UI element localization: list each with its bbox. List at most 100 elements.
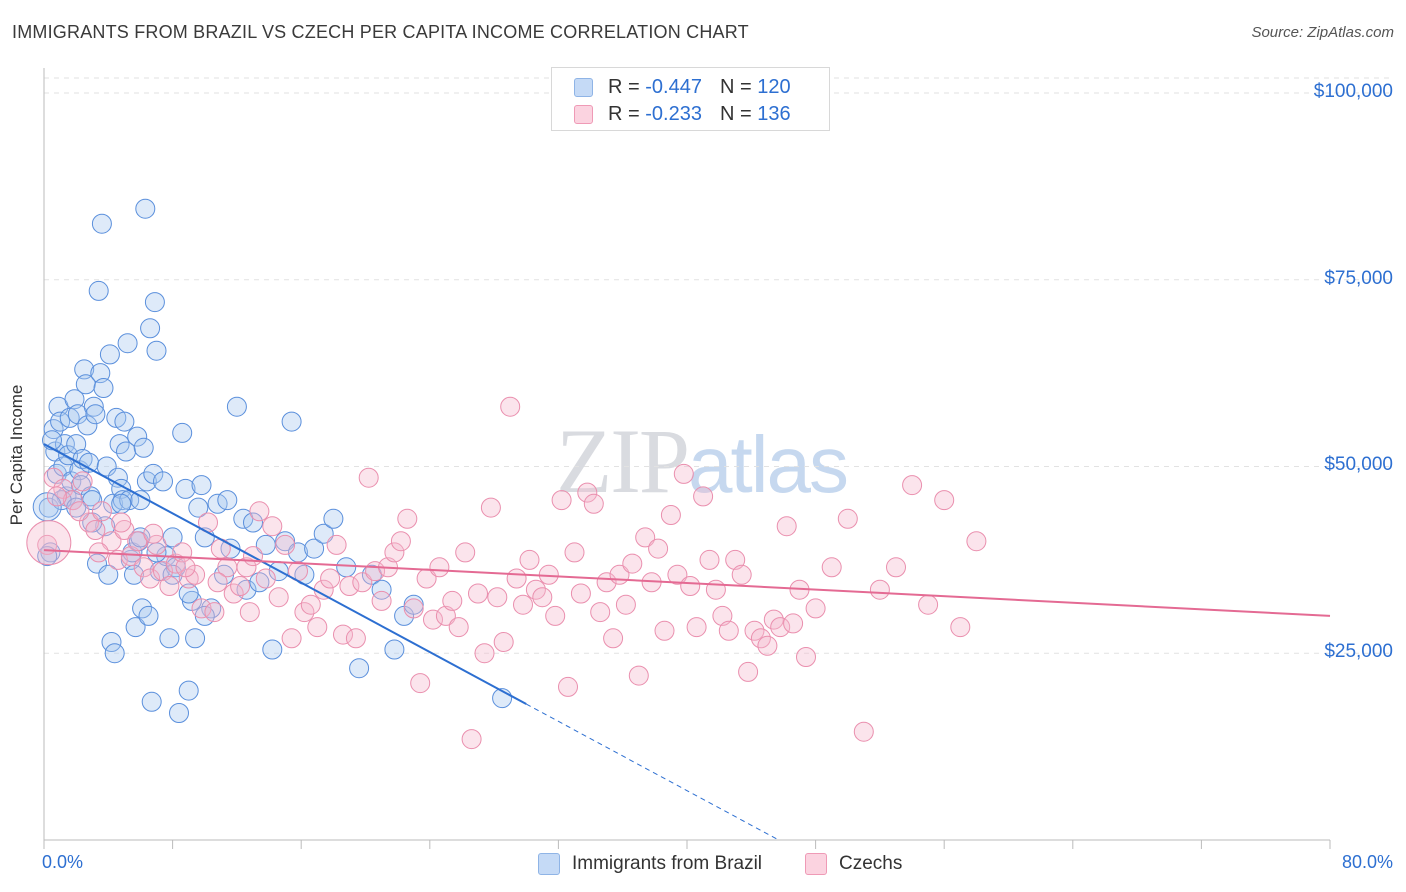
data-point (112, 490, 133, 511)
data-point (125, 617, 146, 638)
data-point (628, 665, 649, 686)
axes (43, 68, 1331, 849)
data-point (950, 617, 971, 638)
data-point (966, 531, 987, 552)
chart-title: IMMIGRANTS FROM BRAZIL VS CZECH PER CAPI… (12, 22, 749, 42)
data-point (805, 598, 826, 619)
data-point (448, 617, 469, 638)
data-point (153, 471, 173, 492)
data-point (101, 632, 122, 652)
data-point (111, 512, 132, 533)
data-point (902, 475, 923, 496)
data-point (410, 673, 431, 694)
data-point (141, 691, 162, 712)
data-point (352, 572, 373, 593)
data-point (551, 490, 572, 511)
data-point (304, 538, 325, 559)
data-point (275, 534, 296, 555)
data-point (175, 478, 196, 499)
data-point (545, 605, 566, 626)
legend-r-value: -0.447 (645, 75, 702, 98)
data-point (442, 590, 463, 611)
data-point (91, 213, 112, 234)
data-point (326, 534, 347, 555)
y-tick-label: $100,000 (1313, 80, 1393, 102)
data-point (249, 501, 270, 522)
data-point (590, 602, 611, 623)
bottom-legend-label-czechs: Czechs (839, 853, 903, 874)
watermark-atlas: atlas (688, 420, 849, 509)
data-point (461, 729, 482, 750)
data-point (185, 628, 206, 649)
data-point (397, 508, 418, 529)
data-point (320, 568, 341, 589)
data-point (83, 396, 104, 417)
data-point (54, 434, 75, 455)
data-point (371, 579, 392, 600)
legend-n-value: 120 (757, 75, 791, 98)
data-point (693, 486, 714, 507)
data-point (98, 564, 119, 585)
data-point (493, 632, 514, 652)
data-point (88, 280, 109, 301)
data-point (175, 557, 196, 578)
trend-line-brazil (43, 443, 527, 705)
data-point (281, 411, 302, 432)
data-point (230, 576, 251, 596)
data-point (500, 396, 521, 417)
data-point (239, 602, 260, 623)
data-point (770, 617, 791, 638)
data-point (72, 471, 93, 492)
data-point (869, 579, 890, 600)
legend-n-value: 136 (757, 102, 791, 125)
data-point (532, 587, 553, 608)
data-point (140, 318, 161, 339)
data-point (519, 549, 540, 570)
data-point (583, 493, 604, 514)
data-point (323, 508, 344, 529)
data-point (249, 572, 270, 593)
data-point (169, 703, 189, 723)
data-point (371, 590, 392, 611)
data-point (159, 576, 180, 596)
data-point (558, 676, 578, 697)
data-point (358, 467, 379, 488)
data-point (93, 378, 114, 398)
bottom-legend-swatch-czechs (805, 853, 827, 875)
data-point (191, 475, 212, 496)
data-point (143, 523, 164, 544)
data-point (159, 628, 180, 649)
data-point (268, 587, 289, 608)
data-point (474, 643, 495, 664)
data-point (480, 497, 501, 518)
data-point (468, 583, 488, 604)
data-point (776, 516, 797, 537)
data-point (133, 437, 154, 458)
data-point (217, 490, 238, 511)
data-point (85, 404, 106, 425)
legend-r-value: -0.233 (645, 102, 702, 125)
data-point (390, 531, 411, 552)
data-point (74, 359, 95, 380)
data-point (104, 643, 125, 664)
data-point (204, 602, 225, 623)
data-point (144, 292, 165, 313)
source-label: Source: ZipAtlas.com (1251, 24, 1394, 41)
y-tick-label: $75,000 (1324, 267, 1393, 289)
data-point (300, 594, 321, 615)
data-point (85, 520, 106, 540)
data-point (120, 546, 141, 567)
data-point (135, 198, 156, 219)
bottom-legend-czechs: Czechs (805, 851, 902, 877)
data-point (255, 568, 276, 589)
data-point (146, 340, 167, 361)
legend-r-label: R = (608, 75, 640, 98)
data-point (513, 594, 533, 615)
data-point (262, 639, 283, 660)
data-point (172, 422, 193, 443)
stats-legend: R = -0.447 N = 120 R = -0.233 N = 136 (551, 67, 830, 131)
data-point (731, 564, 752, 585)
data-point (821, 557, 842, 578)
data-point (886, 557, 906, 578)
